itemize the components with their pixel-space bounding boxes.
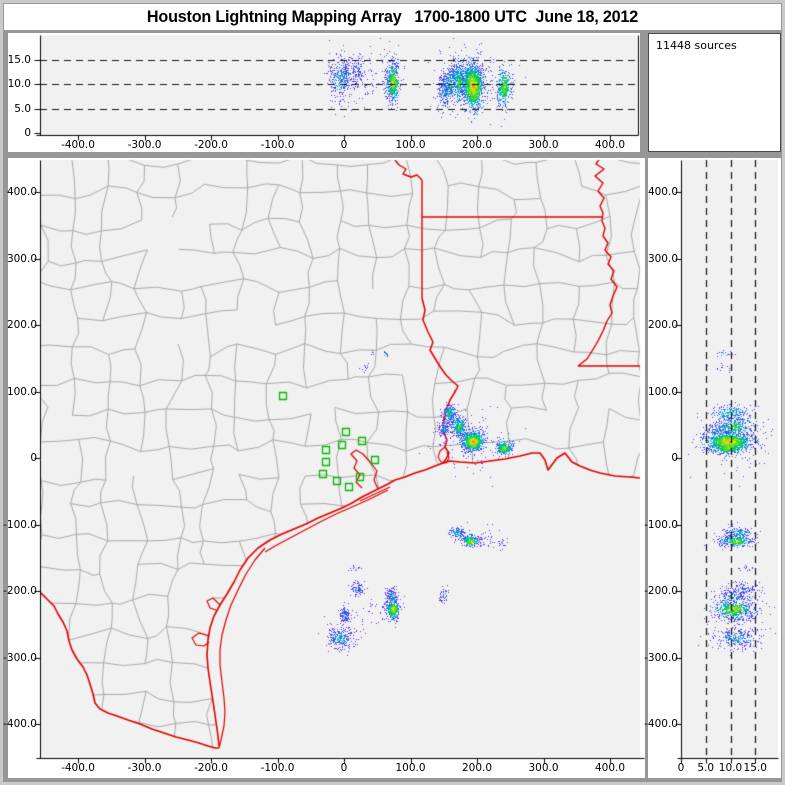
plot-canvas <box>0 0 785 785</box>
